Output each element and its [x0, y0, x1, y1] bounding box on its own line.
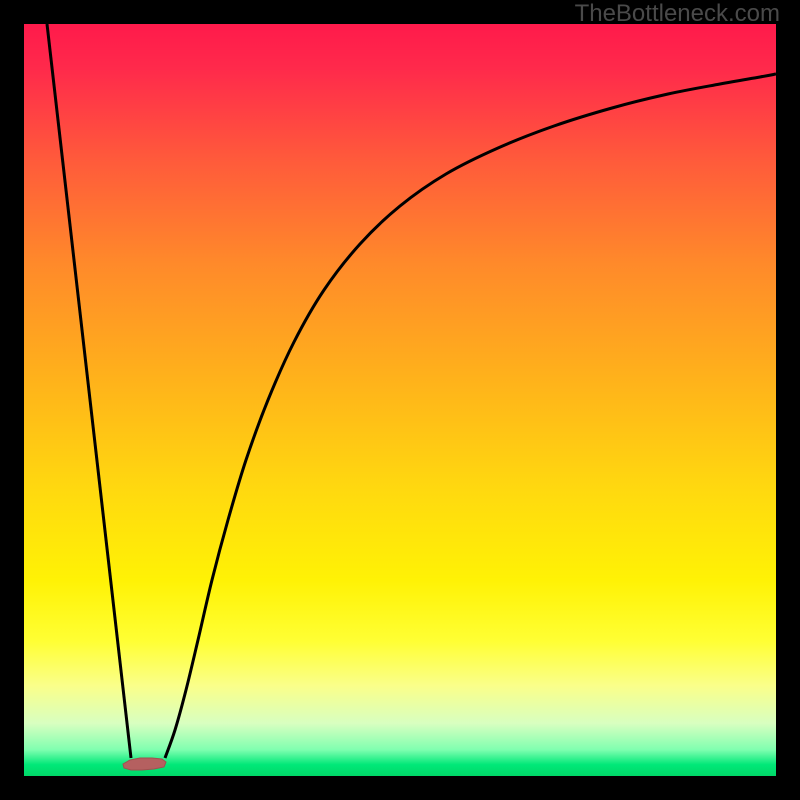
watermark-text: TheBottleneck.com: [575, 0, 780, 28]
chart-svg: [24, 24, 776, 776]
chart-plot-area: [24, 24, 776, 776]
valley-marker: [123, 758, 166, 770]
gradient-background: [24, 24, 776, 776]
